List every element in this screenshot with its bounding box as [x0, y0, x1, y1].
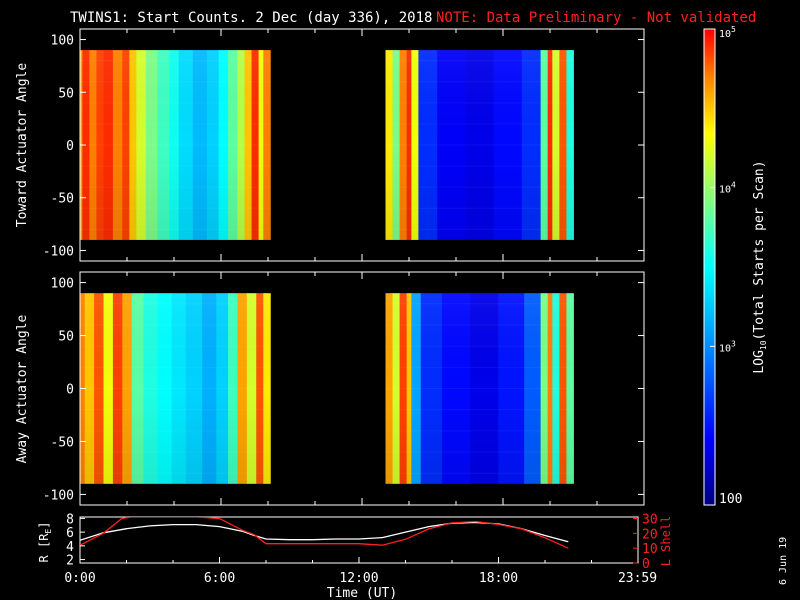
- time-tick-label-3: 18:00: [479, 571, 518, 586]
- ytick-label-p0-2: 0: [66, 139, 74, 154]
- cb-tick-label-2: 103: [719, 339, 736, 354]
- cb-tick-label-3: 100: [719, 492, 742, 507]
- l-tick-label-2: 20: [642, 527, 658, 542]
- ytick-label-p0-3: -50: [51, 192, 74, 207]
- away-y-axis: 100 50 0 -50 -100: [43, 277, 644, 503]
- orbit-frame: [79, 516, 639, 564]
- ytick-label-p0-4: -100: [43, 244, 74, 259]
- l-tick-label-0: 0: [642, 557, 650, 572]
- ytick-label-p0-0: 100: [51, 34, 74, 49]
- heat-shade-p0-s1: [385, 50, 574, 240]
- time-axis-label: Time (UT): [327, 586, 397, 600]
- date-stamp: 6 Jun 19: [778, 537, 789, 585]
- lshell-line: [80, 517, 569, 549]
- toward-ylabel: Toward Actuator Angle: [15, 63, 30, 228]
- ytick-label-p1-2: 0: [66, 383, 74, 398]
- ytick-label-p0-1: 50: [58, 86, 74, 101]
- toward-heatmap: [80, 50, 574, 240]
- ytick-label-p1-4: -100: [43, 488, 74, 503]
- chart-title: TWINS1: Start Counts. 2 Dec (day 336), 2…: [70, 10, 432, 26]
- time-tick-label-1: 6:00: [204, 571, 235, 586]
- panel-toward: 100 50 0 -50 -100 Toward Actuator Angle: [15, 28, 645, 262]
- l-tick-label-3: 30: [642, 512, 658, 527]
- r-tick-label-1: 4: [66, 540, 74, 555]
- colorbar-gradient: [703, 28, 716, 506]
- orbit-lines: [80, 517, 569, 549]
- r-tick-label-3: 8: [66, 512, 74, 527]
- r-tick-label-0: 2: [66, 554, 74, 569]
- colorbar: 105 104 103 100 LOG10(Total Starts per Scan…: [703, 25, 768, 507]
- time-tick-label-0: 0:00: [64, 571, 95, 586]
- preliminary-note: NOTE: Data Preliminary - Not validated: [436, 10, 756, 26]
- colorbar-ticks: 105 104 103 100: [710, 25, 742, 507]
- time-tick-label-4: 23:59: [618, 571, 657, 586]
- l-tick-label-1: 10: [642, 542, 658, 557]
- cb-tick-label-0: 105: [719, 25, 736, 40]
- r-tick-label-2: 6: [66, 526, 74, 541]
- colorbar-label: LOG10(Total Starts per Scan): [752, 160, 768, 373]
- away-heatmap: [80, 293, 574, 484]
- away-ylabel: Away Actuator Angle: [15, 314, 30, 463]
- panel-away: 100 50 0 -50 -100 Away Actuator Angle: [15, 271, 645, 506]
- r-axis-label: R [RE]: [37, 522, 53, 563]
- toward-y-axis: 100 50 0 -50 -100: [43, 34, 644, 259]
- radius-line: [80, 521, 569, 543]
- cb-tick-label-1: 104: [719, 181, 736, 196]
- ytick-label-p1-3: -50: [51, 435, 74, 450]
- time-tick-label-2: 12:00: [339, 571, 378, 586]
- lshell-axis-label: L Shell: [659, 516, 673, 567]
- heat-shade-p0-s0: [80, 50, 271, 240]
- heat-shade-p1-s1: [385, 293, 574, 484]
- heat-shade-p1-s0: [80, 293, 271, 484]
- ytick-label-p1-0: 100: [51, 277, 74, 292]
- away-x-ticks: [79, 272, 645, 505]
- ytick-label-p1-1: 50: [58, 330, 74, 345]
- toward-x-ticks: [79, 29, 645, 261]
